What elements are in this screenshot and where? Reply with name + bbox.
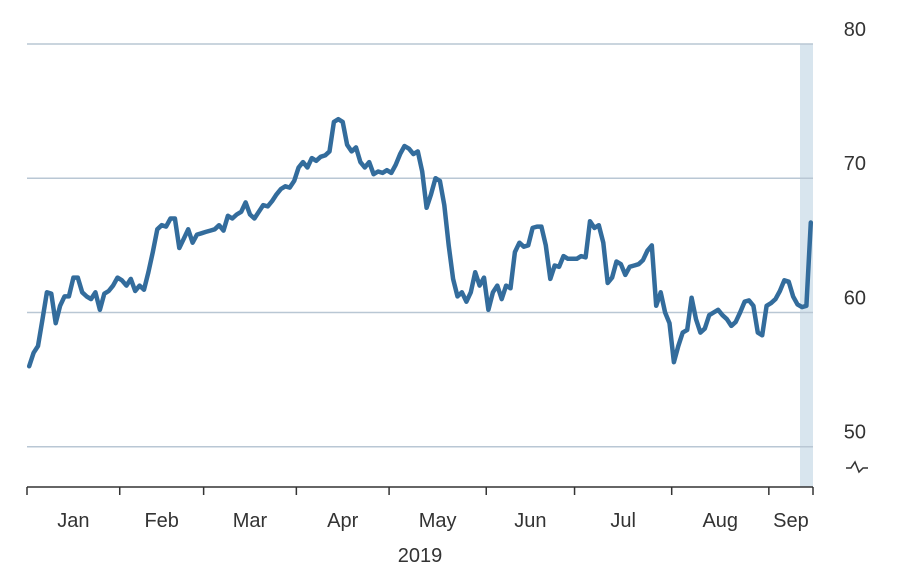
x-tick-label: Jan (57, 510, 89, 532)
y-tick-label: 80 (844, 19, 866, 41)
axis-break (846, 460, 868, 474)
x-tick-label: Apr (327, 510, 358, 532)
y-tick-label: 70 (844, 153, 866, 175)
y-tick-label: 60 (844, 287, 866, 309)
x-tick-label: May (419, 510, 457, 532)
x-tick-label: Sep (773, 510, 809, 532)
x-axis-title: 2019 (398, 545, 443, 567)
x-tick-label: Aug (702, 510, 738, 532)
x-tick-label: Jun (514, 510, 546, 532)
x-tick-label: Feb (144, 510, 178, 532)
y-tick-label: 50 (844, 422, 866, 444)
x-tick-label: Jul (610, 510, 636, 532)
line (26, 116, 814, 369)
x-tick-label: Mar (233, 510, 268, 532)
